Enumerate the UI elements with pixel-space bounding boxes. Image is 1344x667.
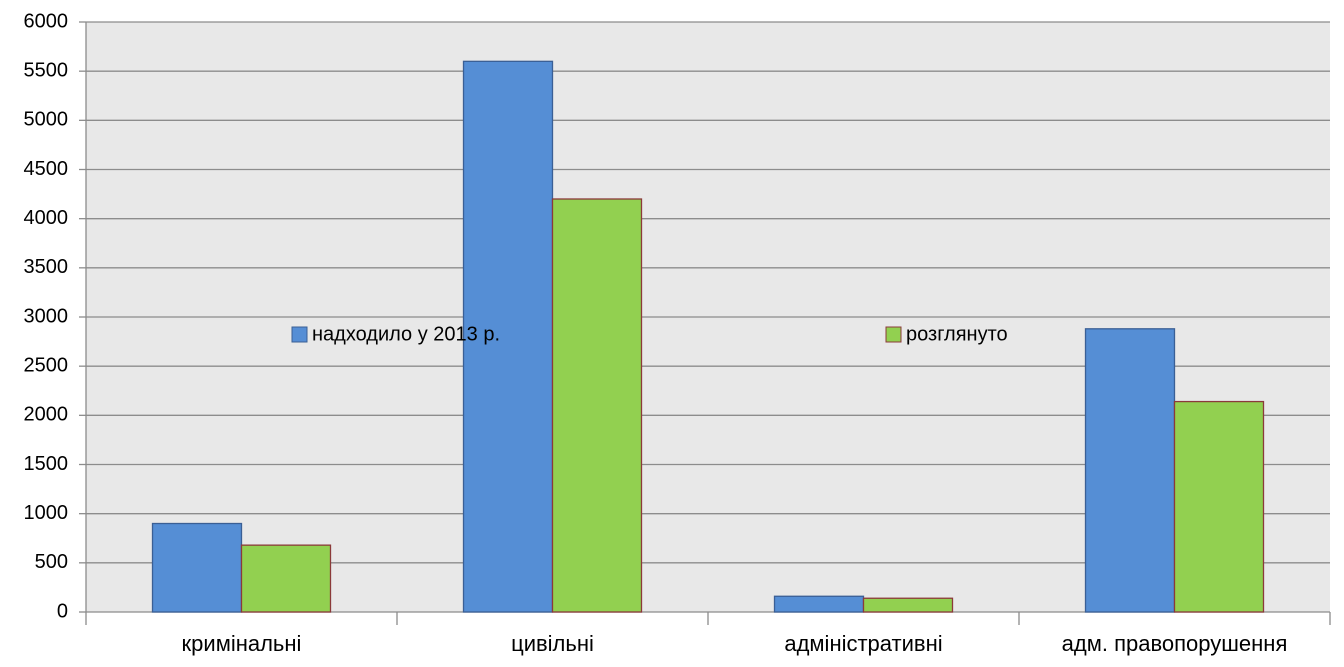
- y-tick-label: 2000: [24, 404, 69, 426]
- x-tick-label: адм. правопорушення: [1062, 631, 1288, 656]
- bar: [151, 522, 243, 613]
- legend-label: розглянуто: [906, 323, 1008, 345]
- x-tick-label: адміністративні: [784, 631, 942, 656]
- y-tick-label: 500: [35, 551, 68, 573]
- y-tick-label: 5000: [24, 109, 69, 131]
- y-tick-label: 1000: [24, 502, 69, 524]
- x-tick-label: кримінальні: [182, 631, 302, 656]
- legend-label: надходило у 2013 р.: [312, 323, 500, 345]
- y-tick-label: 3500: [24, 256, 69, 278]
- legend-swatch: [291, 326, 308, 343]
- bar: [862, 597, 954, 613]
- bar: [462, 60, 554, 613]
- x-tick-label: цивільні: [511, 631, 594, 656]
- y-tick-label: 4000: [24, 207, 69, 229]
- y-tick-label: 3000: [24, 305, 69, 327]
- bar: [551, 198, 643, 613]
- y-tick-label: 4500: [24, 158, 69, 180]
- bar: [240, 544, 332, 613]
- y-tick-label: 1500: [24, 453, 69, 475]
- y-tick-label: 6000: [24, 10, 69, 32]
- bar: [1173, 400, 1265, 613]
- y-tick-label: 5500: [24, 59, 69, 81]
- y-tick-label: 2500: [24, 354, 69, 376]
- y-tick-label: 0: [57, 600, 68, 622]
- legend-swatch: [885, 326, 902, 343]
- bar: [1084, 328, 1176, 613]
- bar: [773, 595, 865, 613]
